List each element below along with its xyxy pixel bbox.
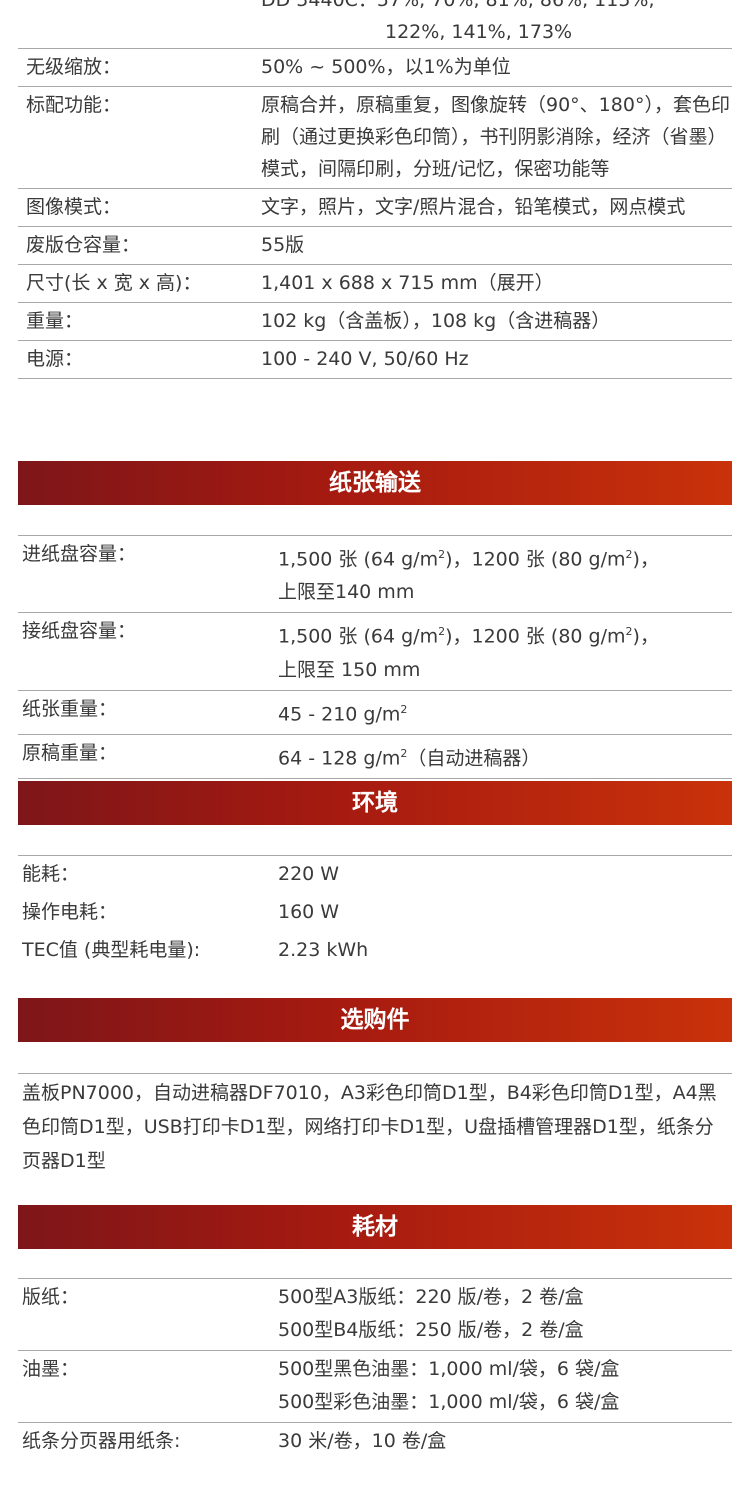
- row-value: 文字，照片，文字/照片混合，铅笔模式，网点模式: [261, 196, 686, 218]
- row-label: 标配功能：: [26, 94, 122, 116]
- section-header-options: 选购件: [18, 998, 732, 1042]
- table-row: 纸条分页器用纸条: 30 米/卷，10 卷/盒: [18, 1422, 732, 1462]
- row-value: 2.23 kWh: [278, 939, 369, 961]
- row-label: 原稿重量：: [22, 741, 118, 764]
- row-label: 尺寸(长 x 宽 x 高)：: [26, 272, 202, 294]
- machine-specs: DD 5440C：57%, 70%, 81%, 86%, 115%, 122%,…: [18, 0, 732, 379]
- paper-specs: 进纸盘容量： 1,500 张 (64 g/m2)，1200 张 (80 g/m2)…: [18, 535, 732, 779]
- row-label: 版纸：: [22, 1286, 80, 1308]
- partial-line: DD 5440C：57%, 70%, 81%, 86%, 115%,: [261, 0, 655, 11]
- table-row: 纸张重量： 45 - 210 g/m2: [18, 690, 732, 734]
- table-row: 电源： 100 - 240 V, 50/60 Hz: [18, 340, 732, 379]
- row-value: 55版: [261, 234, 305, 256]
- row-label: 纸张重量：: [22, 697, 118, 720]
- row-value: 30 米/卷，10 卷/盒: [278, 1430, 447, 1452]
- row-value: 102 kg（含盖板），108 kg（含进稿器）: [261, 310, 611, 332]
- row-label: 操作电耗：: [22, 901, 118, 923]
- section-header-paper: 纸张输送: [18, 461, 732, 505]
- row-value: 100 - 240 V, 50/60 Hz: [261, 348, 469, 370]
- section-header-consumables: 耗材: [18, 1205, 732, 1249]
- table-row: 图像模式： 文字，照片，文字/照片混合，铅笔模式，网点模式: [18, 188, 732, 227]
- row-value: 64 - 128 g/m2（自动进稿器）: [278, 746, 541, 770]
- row-value: 160 W: [278, 901, 340, 923]
- row-label: 接纸盘容量：: [22, 620, 137, 643]
- table-row: TEC值 (典型耗电量): 2.23 kWh: [18, 932, 732, 970]
- consumables-specs: 版纸： 500型A3版纸：220 版/卷，2 卷/盒 500型B4版纸：250 版/…: [18, 1278, 732, 1461]
- table-row: 版纸： 500型A3版纸：220 版/卷，2 卷/盒 500型B4版纸：250 版/…: [18, 1278, 732, 1351]
- row-value: 50% ~ 500%，以1%为单位: [261, 56, 511, 78]
- row-value: 220 W: [278, 863, 340, 885]
- row-label: 重量：: [26, 310, 84, 332]
- row-label: 废版仓容量：: [26, 234, 141, 256]
- row-label: TEC值 (典型耗电量):: [22, 939, 201, 961]
- row-label: 纸条分页器用纸条:: [22, 1430, 181, 1452]
- row-label: 电源：: [26, 348, 84, 370]
- table-row: 重量： 102 kg（含盖板），108 kg（含进稿器）: [18, 302, 732, 341]
- row-value: 45 - 210 g/m2: [278, 702, 408, 725]
- table-row: 尺寸(长 x 宽 x 高)： 1,401 x 688 x 715 mm（展开）: [18, 264, 732, 303]
- row-value: 1,500 张 (64 g/m2)，1200 张 (80 g/m2)， 上限至 1…: [278, 625, 659, 681]
- table-row: 操作电耗： 160 W: [18, 894, 732, 932]
- row-value: 1,500 张 (64 g/m2)，1200 张 (80 g/m2)， 上限至14…: [278, 548, 659, 604]
- row-label: 图像模式：: [26, 196, 122, 218]
- options-section: 盖板PN7000，自动进稿器DF7010，A3彩色印筒D1型，B4彩色印筒D1型…: [18, 1073, 732, 1178]
- table-row: 进纸盘容量： 1,500 张 (64 g/m2)，1200 张 (80 g/m2)…: [18, 535, 732, 613]
- table-row: 能耗： 220 W: [18, 855, 732, 895]
- row-value: 500型A3版纸：220 版/卷，2 卷/盒 500型B4版纸：250 版/卷，2…: [278, 1286, 584, 1341]
- row-value: 500型黑色油墨：1,000 ml/袋，6 袋/盒 500型彩色油墨：1,000 …: [278, 1358, 620, 1413]
- table-row: 废版仓容量： 55版: [18, 226, 732, 265]
- table-row: 无级缩放： 50% ~ 500%，以1%为单位: [18, 48, 732, 87]
- table-row: 油墨： 500型黑色油墨：1,000 ml/袋，6 袋/盒 500型彩色油墨：1,0…: [18, 1350, 732, 1423]
- row-value: 原稿合并，原稿重复，图像旋转（90°、180°），套色印刷（通过更换彩色印筒），…: [261, 94, 730, 180]
- env-specs: 能耗： 220 W 操作电耗： 160 W TEC值 (典型耗电量): 2.23 kW…: [18, 855, 732, 970]
- partial-line: 122%, 141%, 173%: [385, 21, 573, 43]
- table-row: 接纸盘容量： 1,500 张 (64 g/m2)，1200 张 (80 g/m2)…: [18, 612, 732, 690]
- table-row: 原稿重量： 64 - 128 g/m2（自动进稿器）: [18, 734, 732, 779]
- row-value: 1,401 x 688 x 715 mm（展开）: [261, 272, 554, 294]
- partial-row: DD 5440C：57%, 70%, 81%, 86%, 115%, 122%,…: [18, 0, 732, 48]
- row-label: 无级缩放：: [26, 56, 122, 78]
- section-header-env: 环境: [18, 781, 732, 825]
- row-label: 能耗：: [22, 863, 80, 885]
- options-text: 盖板PN7000，自动进稿器DF7010，A3彩色印筒D1型，B4彩色印筒D1型…: [22, 1082, 717, 1172]
- row-label: 油墨：: [22, 1358, 80, 1380]
- table-row: 标配功能： 原稿合并，原稿重复，图像旋转（90°、180°），套色印刷（通过更换彩…: [18, 86, 732, 189]
- row-label: 进纸盘容量：: [22, 543, 137, 565]
